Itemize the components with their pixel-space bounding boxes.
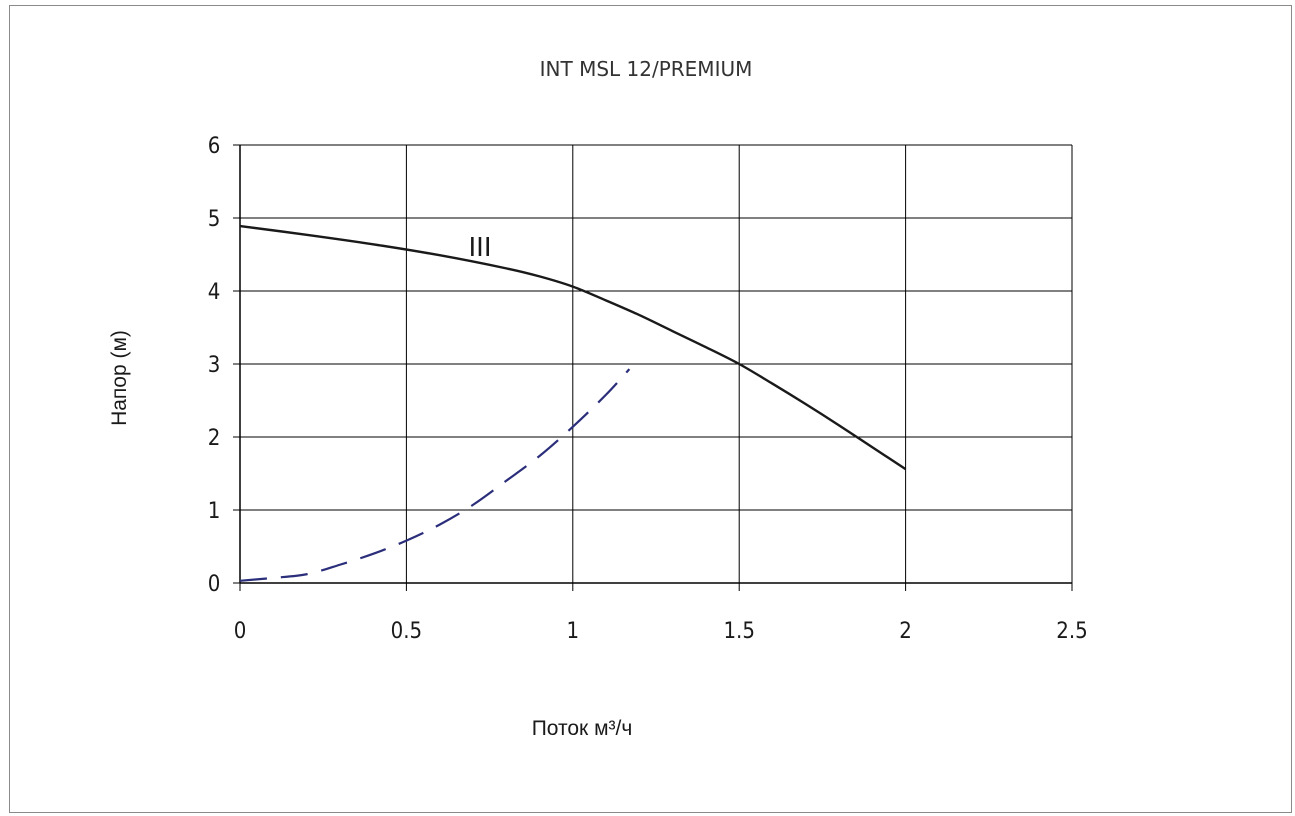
- x-tick-label: 2.5: [1056, 619, 1087, 644]
- chart-frame: [9, 5, 1292, 813]
- y-tick-label: 1: [208, 499, 221, 524]
- series-layer: [239, 224, 907, 582]
- grid: [239, 144, 1073, 584]
- y-tick-label: 5: [208, 207, 221, 232]
- x-tick-label: 1.5: [723, 619, 754, 644]
- series-label-iii: III: [468, 233, 491, 263]
- x-axis-label: Поток м³/ч: [532, 717, 633, 740]
- chart-title: INT MSL 12/PREMIUM: [540, 57, 753, 81]
- y-tick-label: 3: [208, 353, 221, 378]
- x-tick-label: 0: [234, 619, 247, 644]
- x-tick-label: 0.5: [391, 619, 422, 644]
- y-tick-label: 0: [208, 572, 221, 597]
- tick-marks: [233, 144, 1073, 591]
- y-tick-label: 2: [208, 426, 221, 451]
- y-tick-label: 4: [208, 280, 221, 305]
- x-tick-label: 2: [899, 619, 912, 644]
- x-tick-label: 1: [567, 619, 580, 644]
- pump-curve-line: [239, 224, 907, 471]
- y-axis-label: Напор (м): [108, 330, 131, 426]
- system-curve-line: [239, 368, 631, 582]
- tick-labels: 0 0.5 1 1.5 2 2.5 0 1 2 3 4 5 6: [208, 134, 1088, 644]
- y-tick-label: 6: [208, 134, 221, 159]
